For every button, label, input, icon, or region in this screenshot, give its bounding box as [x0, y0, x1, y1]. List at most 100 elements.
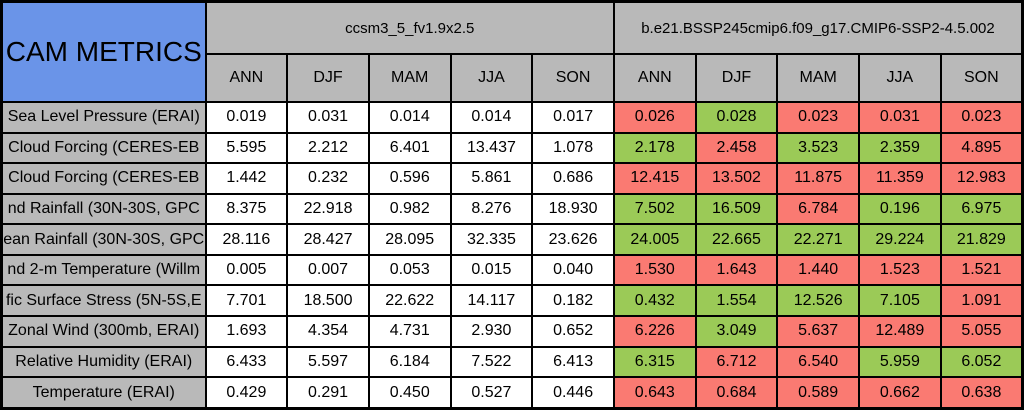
ref-value-cell: 28.095 [367, 223, 452, 256]
test-value-cell: 22.665 [694, 223, 779, 256]
model-header-row: CAM METRICS ccsm3_5_fv1.9x2.5 b.e21.BSSP… [0, 0, 1024, 103]
ref-value-cell: 6.413 [531, 345, 615, 379]
metric-row: nd 2-m Temperature (Willm 0.005 0.007 0.053… [0, 253, 1024, 287]
season-header-jja: JJA [449, 53, 534, 103]
ref-value-cell: 4.354 [286, 314, 370, 348]
ref-value-cell: 0.652 [531, 314, 615, 348]
ref-value-cell: 0.014 [449, 101, 534, 134]
ref-value-cell: 5.861 [449, 162, 534, 195]
ref-value-cell: 8.276 [449, 192, 534, 226]
test-value-cell: 24.005 [612, 223, 697, 256]
test-value-cell: 7.105 [858, 284, 942, 317]
metric-row: Sea Level Pressure (ERAI) 0.019 0.031 0.014… [0, 101, 1024, 134]
test-value-cell: 0.684 [694, 376, 779, 410]
ref-value-cell: 1.693 [204, 314, 289, 348]
ref-value-cell: 22.918 [286, 192, 370, 226]
test-value-cell: 3.049 [694, 314, 779, 348]
ref-value-cell: 2.212 [286, 131, 370, 165]
test-value-cell: 0.026 [612, 101, 697, 134]
reference-model-header: ccsm3_5_fv1.9x2.5 [204, 0, 615, 55]
ref-value-cell: 0.291 [286, 376, 370, 410]
season-header-ann: ANN [204, 53, 289, 103]
ref-value-cell: 0.686 [531, 162, 615, 195]
test-value-cell: 1.440 [776, 253, 860, 287]
test-value-cell: 0.638 [939, 376, 1024, 410]
ref-value-cell: 5.595 [204, 131, 289, 165]
test-value-cell: 12.526 [776, 284, 860, 317]
metric-label: Temperature (ERAI) [0, 376, 207, 410]
season-header-ann: ANN [612, 53, 697, 103]
season-header-djf: DJF [694, 53, 779, 103]
test-value-cell: 1.530 [612, 253, 697, 287]
test-value-cell: 0.028 [694, 101, 779, 134]
test-value-cell: 2.458 [694, 131, 779, 165]
test-value-cell: 1.091 [939, 284, 1024, 317]
metric-row: Zonal Wind (300mb, ERAI) 1.693 4.354 4.731 2… [0, 314, 1024, 348]
season-header-mam: MAM [776, 53, 860, 103]
ref-value-cell: 7.701 [204, 284, 289, 317]
test-value-cell: 22.271 [776, 223, 860, 256]
metric-label: Relative Humidity (ERAI) [0, 345, 207, 379]
ref-value-cell: 28.116 [204, 223, 289, 256]
ref-value-cell: 0.017 [531, 101, 615, 134]
ref-value-cell: 0.040 [531, 253, 615, 287]
test-value-cell: 5.959 [858, 345, 942, 379]
ref-value-cell: 6.184 [367, 345, 452, 379]
test-value-cell: 5.637 [776, 314, 860, 348]
ref-value-cell: 14.117 [449, 284, 534, 317]
ref-value-cell: 18.930 [531, 192, 615, 226]
test-value-cell: 0.023 [939, 101, 1024, 134]
test-value-cell: 0.023 [776, 101, 860, 134]
test-value-cell: 11.359 [858, 162, 942, 195]
ref-value-cell: 0.015 [449, 253, 534, 287]
ref-value-cell: 0.429 [204, 376, 289, 410]
ref-value-cell: 0.450 [367, 376, 452, 410]
metric-label: Zonal Wind (300mb, ERAI) [0, 314, 207, 348]
ref-value-cell: 22.622 [367, 284, 452, 317]
test-value-cell: 6.226 [612, 314, 697, 348]
ref-value-cell: 7.522 [449, 345, 534, 379]
ref-value-cell: 8.375 [204, 192, 289, 226]
test-value-cell: 3.523 [776, 131, 860, 165]
ref-value-cell: 0.005 [204, 253, 289, 287]
test-value-cell: 16.509 [694, 192, 779, 226]
test-value-cell: 1.523 [858, 253, 942, 287]
metric-row: Relative Humidity (ERAI) 6.433 5.597 6.184 7… [0, 345, 1024, 379]
test-value-cell: 0.031 [858, 101, 942, 134]
season-header-son: SON [939, 53, 1024, 103]
ref-value-cell: 1.442 [204, 162, 289, 195]
test-value-cell: 12.983 [939, 162, 1024, 195]
test-value-cell: 0.662 [858, 376, 942, 410]
season-header-djf: DJF [286, 53, 370, 103]
metric-row: ean Rainfall (30N-30S, GPC 28.116 28.427 28… [0, 223, 1024, 256]
season-header-row: ANN DJF MAM JJA SON ANN DJF MAM JJA SON [2, 53, 1024, 103]
ref-value-cell: 4.731 [367, 314, 452, 348]
test-value-cell: 2.178 [612, 131, 697, 165]
season-header-jja: JJA [858, 53, 942, 103]
test-value-cell: 5.055 [939, 314, 1024, 348]
metric-row: Cloud Forcing (CERES-EB 1.442 0.232 0.596 5.… [0, 162, 1024, 195]
metric-row: Cloud Forcing (CERES-EB 5.595 2.212 6.401 13… [0, 131, 1024, 165]
ref-value-cell: 32.335 [449, 223, 534, 256]
ref-value-cell: 5.597 [286, 345, 370, 379]
ref-value-cell: 0.596 [367, 162, 452, 195]
ref-value-cell: 0.182 [531, 284, 615, 317]
test-value-cell: 7.502 [612, 192, 697, 226]
test-value-cell: 1.554 [694, 284, 779, 317]
ref-value-cell: 13.437 [449, 131, 534, 165]
test-value-cell: 6.315 [612, 345, 697, 379]
ref-value-cell: 1.078 [531, 131, 615, 165]
metric-label: ean Rainfall (30N-30S, GPC [0, 223, 207, 256]
table-title: CAM METRICS [0, 0, 207, 103]
test-value-cell: 1.521 [939, 253, 1024, 287]
metric-label: Cloud Forcing (CERES-EB [0, 162, 207, 195]
test-value-cell: 29.224 [858, 223, 942, 256]
ref-value-cell: 6.433 [204, 345, 289, 379]
test-value-cell: 2.359 [858, 131, 942, 165]
season-header-mam: MAM [367, 53, 452, 103]
ref-value-cell: 2.930 [449, 314, 534, 348]
ref-value-cell: 23.626 [531, 223, 615, 256]
ref-value-cell: 18.500 [286, 284, 370, 317]
test-value-cell: 6.784 [776, 192, 860, 226]
metric-label: nd Rainfall (30N-30S, GPC [0, 192, 207, 226]
